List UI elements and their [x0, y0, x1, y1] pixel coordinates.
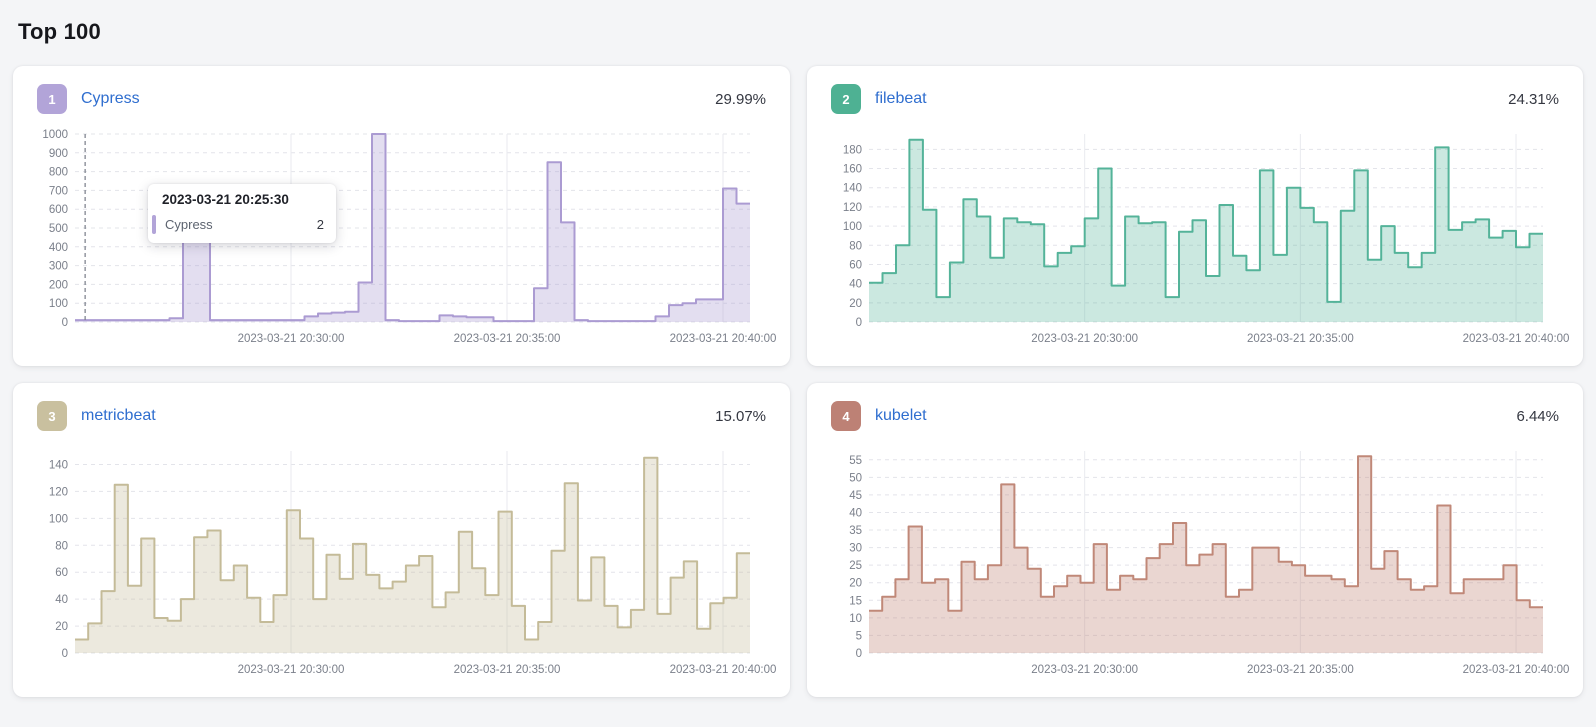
- svg-text:5: 5: [856, 630, 862, 642]
- svg-text:400: 400: [49, 242, 68, 254]
- card-kubelet: 4 kubelet 6.44% 0 5 10 15 20 25 30 35 40 45 50 55 20…: [807, 383, 1583, 697]
- svg-text:40: 40: [849, 507, 862, 519]
- rank-badge: 1: [37, 84, 67, 114]
- svg-text:140: 140: [843, 183, 862, 195]
- card-cypress: 1 Cypress 29.99% 0 100 200 300 400 500 600 700 8…: [13, 66, 790, 366]
- svg-text:120: 120: [49, 486, 68, 498]
- svg-text:2023-03-21 20:30:00: 2023-03-21 20:30:00: [1031, 333, 1138, 345]
- svg-text:20: 20: [55, 621, 68, 633]
- rank-badge: 4: [831, 401, 861, 431]
- svg-text:2023-03-21 20:35:00: 2023-03-21 20:35:00: [454, 664, 561, 676]
- chart-tooltip: 2023-03-21 20:25:30 Cypress 2: [148, 184, 336, 243]
- svg-text:800: 800: [49, 167, 68, 179]
- cards-grid: 1 Cypress 29.99% 0 100 200 300 400 500 600 700 8…: [13, 66, 1583, 697]
- tooltip-series-name: Cypress: [165, 217, 213, 232]
- rank-badge: 3: [37, 401, 67, 431]
- card-header: 1 Cypress 29.99%: [37, 84, 766, 114]
- svg-text:60: 60: [849, 259, 862, 271]
- svg-text:0: 0: [856, 317, 862, 329]
- svg-text:45: 45: [849, 490, 862, 502]
- svg-text:40: 40: [849, 279, 862, 291]
- svg-text:25: 25: [849, 560, 862, 572]
- svg-text:900: 900: [49, 148, 68, 160]
- svg-text:60: 60: [55, 567, 68, 579]
- series-link-filebeat[interactable]: filebeat: [875, 90, 927, 107]
- tooltip-timestamp: 2023-03-21 20:25:30: [162, 192, 289, 207]
- svg-text:120: 120: [843, 202, 862, 214]
- card-header: 2 filebeat 24.31%: [831, 84, 1559, 114]
- svg-text:80: 80: [849, 240, 862, 252]
- svg-text:500: 500: [49, 223, 68, 235]
- svg-text:10: 10: [849, 613, 862, 625]
- chart-canvas-1[interactable]: 0 100 200 300 400 500 600 700 800 900 1000 2023-03-…: [37, 122, 776, 352]
- card-metricbeat: 3 metricbeat 15.07% 0 20 40 60 80 100 120 140 20…: [13, 383, 790, 697]
- svg-text:2023-03-21 20:35:00: 2023-03-21 20:35:00: [1247, 664, 1354, 676]
- rank-badge: 2: [831, 84, 861, 114]
- chart-canvas-2[interactable]: 0 20 40 60 80 100 120 140 160 180 2023-03-21 20:30…: [831, 122, 1569, 352]
- card-filebeat: 2 filebeat 24.31% 0 20 40 60 80 100 120 140 160 1…: [807, 66, 1583, 366]
- chart-canvas-3[interactable]: 0 20 40 60 80 100 120 140 2023-03-21 20:30:00 202…: [37, 439, 776, 683]
- series-link-kubelet[interactable]: kubelet: [875, 407, 927, 424]
- series-link-metricbeat[interactable]: metricbeat: [81, 407, 156, 424]
- card-header: 3 metricbeat 15.07%: [37, 401, 766, 431]
- svg-text:0: 0: [856, 648, 862, 660]
- svg-text:100: 100: [49, 513, 68, 525]
- svg-text:2023-03-21 20:40:00: 2023-03-21 20:40:00: [670, 333, 777, 345]
- percent-value: 6.44%: [1516, 407, 1559, 425]
- svg-text:2023-03-21 20:40:00: 2023-03-21 20:40:00: [1463, 664, 1570, 676]
- svg-text:160: 160: [843, 164, 862, 176]
- svg-text:2023-03-21 20:30:00: 2023-03-21 20:30:00: [238, 664, 345, 676]
- svg-text:700: 700: [49, 185, 68, 197]
- svg-text:140: 140: [49, 459, 68, 471]
- svg-text:180: 180: [843, 144, 862, 156]
- svg-text:80: 80: [55, 540, 68, 552]
- svg-text:15: 15: [849, 595, 862, 607]
- percent-value: 29.99%: [715, 90, 766, 108]
- svg-text:2023-03-21 20:40:00: 2023-03-21 20:40:00: [1463, 333, 1570, 345]
- svg-text:55: 55: [849, 455, 862, 467]
- svg-text:2023-03-21 20:30:00: 2023-03-21 20:30:00: [1031, 664, 1138, 676]
- tooltip-series-row: Cypress 2: [152, 215, 324, 234]
- percent-value: 24.31%: [1508, 90, 1559, 108]
- svg-text:2023-03-21 20:30:00: 2023-03-21 20:30:00: [238, 333, 345, 345]
- svg-text:300: 300: [49, 261, 68, 273]
- svg-text:2023-03-21 20:35:00: 2023-03-21 20:35:00: [1247, 333, 1354, 345]
- tooltip-series-value: 2: [316, 217, 324, 232]
- svg-text:2023-03-21 20:35:00: 2023-03-21 20:35:00: [454, 333, 561, 345]
- svg-text:200: 200: [49, 279, 68, 291]
- percent-value: 15.07%: [715, 407, 766, 425]
- page-title: Top 100: [18, 19, 101, 44]
- tooltip-series-marker-icon: [152, 215, 156, 234]
- svg-text:100: 100: [49, 298, 68, 310]
- svg-text:0: 0: [62, 317, 68, 329]
- svg-text:35: 35: [849, 525, 862, 537]
- svg-text:1000: 1000: [42, 129, 68, 141]
- svg-text:20: 20: [849, 578, 862, 590]
- svg-text:20: 20: [849, 298, 862, 310]
- svg-text:50: 50: [849, 472, 862, 484]
- svg-text:2023-03-21 20:40:00: 2023-03-21 20:40:00: [670, 664, 777, 676]
- card-header: 4 kubelet 6.44%: [831, 401, 1559, 431]
- chart-canvas-4[interactable]: 0 5 10 15 20 25 30 35 40 45 50 55 2023-03-21 20:30:0…: [831, 439, 1569, 683]
- svg-text:600: 600: [49, 204, 68, 216]
- series-link-cypress[interactable]: Cypress: [81, 90, 140, 107]
- svg-text:0: 0: [62, 648, 68, 660]
- svg-text:40: 40: [55, 594, 68, 606]
- svg-text:30: 30: [849, 543, 862, 555]
- svg-text:100: 100: [843, 221, 862, 233]
